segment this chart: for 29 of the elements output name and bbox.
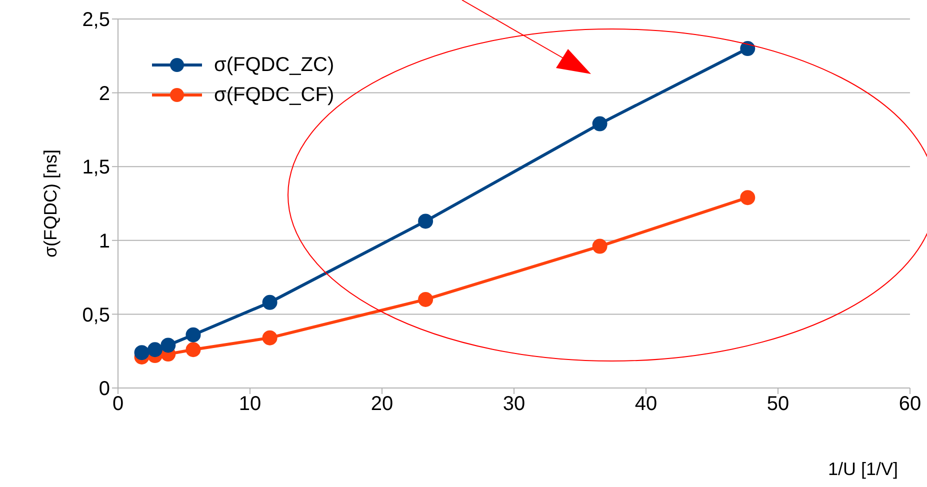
x-axis-title: 1/U [1/V] bbox=[828, 459, 898, 479]
y-axis-title: σ(FQDC) [ns] bbox=[40, 149, 60, 258]
x-tick-label: 40 bbox=[634, 393, 658, 416]
point bbox=[147, 342, 162, 358]
point bbox=[186, 327, 201, 342]
point bbox=[160, 338, 176, 353]
point bbox=[740, 190, 756, 206]
x-tick-label: 30 bbox=[502, 393, 526, 416]
point bbox=[134, 345, 150, 360]
x-tick-label: 50 bbox=[766, 393, 790, 416]
point bbox=[418, 214, 434, 229]
point bbox=[186, 342, 201, 358]
point bbox=[592, 116, 608, 132]
point bbox=[418, 292, 434, 307]
point bbox=[262, 294, 278, 310]
y-tick-label: 2 bbox=[98, 82, 110, 105]
y-tick-label: 0,5 bbox=[82, 304, 110, 326]
y-tick-label: 1 bbox=[98, 230, 110, 252]
y-tick-label: 2,5 bbox=[82, 9, 110, 32]
point bbox=[592, 238, 608, 254]
x-tick-label: 10 bbox=[238, 393, 262, 416]
legend-label: σ(FQDC_ZC) bbox=[214, 54, 334, 76]
x-tick-label: 20 bbox=[370, 393, 394, 416]
y-tick-label: 1,5 bbox=[82, 156, 110, 179]
point bbox=[740, 41, 756, 56]
x-tick-label: 60 bbox=[898, 393, 922, 416]
point bbox=[262, 330, 278, 346]
y-tick-label: 0 bbox=[98, 378, 110, 400]
legend-label: σ(FQDC_CF) bbox=[214, 84, 334, 106]
